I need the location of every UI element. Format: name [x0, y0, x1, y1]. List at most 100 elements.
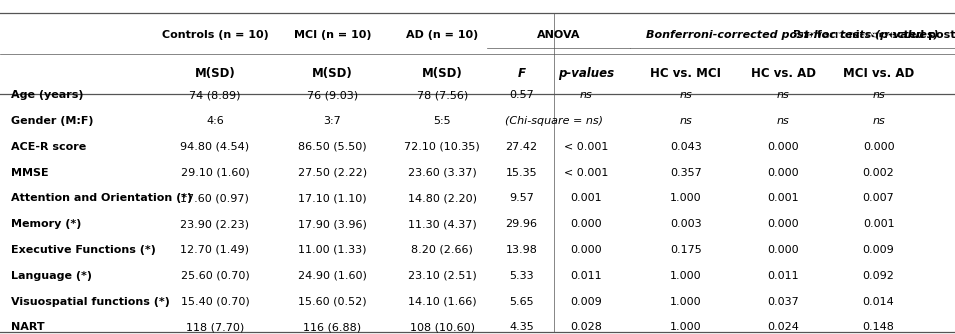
Text: 17.60 (0.97): 17.60 (0.97)	[180, 193, 249, 203]
Text: Bonferroni-corrected post-hoc tests (: Bonferroni-corrected post-hoc tests (	[793, 30, 955, 40]
Text: 29.96: 29.96	[505, 219, 538, 229]
Text: M(SD): M(SD)	[422, 67, 462, 80]
Text: MMSE: MMSE	[11, 168, 49, 178]
Text: M(SD): M(SD)	[195, 67, 235, 80]
Text: MCI vs. AD: MCI vs. AD	[843, 67, 914, 80]
Text: 15.60 (0.52): 15.60 (0.52)	[298, 297, 367, 307]
Text: 0.092: 0.092	[862, 271, 895, 281]
Text: 1.000: 1.000	[669, 322, 702, 332]
Text: NART: NART	[11, 322, 45, 332]
Text: 116 (6.88): 116 (6.88)	[304, 322, 361, 332]
Text: 78 (7.56): 78 (7.56)	[416, 90, 468, 100]
Text: 0.357: 0.357	[669, 168, 702, 178]
Text: AD (n = 10): AD (n = 10)	[406, 30, 478, 40]
Text: 23.90 (2.23): 23.90 (2.23)	[180, 219, 249, 229]
Text: ns: ns	[679, 90, 692, 100]
Text: Controls (n = 10): Controls (n = 10)	[161, 30, 268, 40]
Text: 8.20 (2.66): 8.20 (2.66)	[412, 245, 473, 255]
Text: 1.000: 1.000	[669, 297, 702, 307]
Text: 0.000: 0.000	[767, 168, 799, 178]
Text: 23.60 (3.37): 23.60 (3.37)	[408, 168, 477, 178]
Text: 0.000: 0.000	[767, 245, 799, 255]
Text: Age (years): Age (years)	[11, 90, 84, 100]
Text: 15.40 (0.70): 15.40 (0.70)	[180, 297, 249, 307]
Text: 0.024: 0.024	[767, 322, 799, 332]
Text: 74 (8.89): 74 (8.89)	[189, 90, 241, 100]
Text: 0.001: 0.001	[862, 219, 895, 229]
Text: 0.009: 0.009	[862, 245, 895, 255]
Text: 0.011: 0.011	[767, 271, 799, 281]
Text: 27.42: 27.42	[505, 142, 538, 152]
Text: 17.10 (1.10): 17.10 (1.10)	[298, 193, 367, 203]
Text: 29.10 (1.60): 29.10 (1.60)	[180, 168, 249, 178]
Text: Language (*): Language (*)	[11, 271, 93, 281]
Text: HC vs. AD: HC vs. AD	[751, 67, 816, 80]
Text: < 0.001: < 0.001	[564, 168, 608, 178]
Text: 0.009: 0.009	[570, 297, 603, 307]
Text: Gender (M:F): Gender (M:F)	[11, 116, 94, 126]
Text: Bonferroni-corrected post-hoc tests (​: Bonferroni-corrected post-hoc tests (​	[690, 30, 895, 40]
Text: ACE-R score: ACE-R score	[11, 142, 87, 152]
Text: 3:7: 3:7	[324, 116, 341, 126]
Text: 108 (10.60): 108 (10.60)	[410, 322, 475, 332]
Text: ns: ns	[872, 116, 885, 126]
Text: ns: ns	[776, 116, 790, 126]
Text: 0.037: 0.037	[767, 297, 799, 307]
Text: 5.33: 5.33	[509, 271, 534, 281]
Text: 0.011: 0.011	[570, 271, 603, 281]
Text: p-values: p-values	[559, 67, 614, 80]
Text: 0.000: 0.000	[767, 142, 799, 152]
Text: 72.10 (10.35): 72.10 (10.35)	[404, 142, 480, 152]
Text: 5:5: 5:5	[434, 116, 451, 126]
Text: Visuospatial functions (*): Visuospatial functions (*)	[11, 297, 170, 307]
Text: ns: ns	[679, 116, 692, 126]
Text: 15.35: 15.35	[505, 168, 538, 178]
Text: ns: ns	[580, 90, 593, 100]
Text: 0.148: 0.148	[862, 322, 895, 332]
Text: 14.80 (2.20): 14.80 (2.20)	[408, 193, 477, 203]
Text: 86.50 (5.50): 86.50 (5.50)	[298, 142, 367, 152]
Text: 0.000: 0.000	[570, 219, 603, 229]
Text: 1.000: 1.000	[669, 271, 702, 281]
Text: 0.003: 0.003	[669, 219, 702, 229]
Text: < 0.001: < 0.001	[564, 142, 608, 152]
Text: (Chi-square = ns): (Chi-square = ns)	[505, 116, 603, 126]
Text: 0.57: 0.57	[509, 90, 534, 100]
Text: 11.30 (4.37): 11.30 (4.37)	[408, 219, 477, 229]
Text: 0.175: 0.175	[669, 245, 702, 255]
Text: Memory (*): Memory (*)	[11, 219, 82, 229]
Text: Attention and Orientation (*): Attention and Orientation (*)	[11, 193, 193, 203]
Text: 0.001: 0.001	[570, 193, 603, 203]
Text: 17.90 (3.96): 17.90 (3.96)	[298, 219, 367, 229]
Text: 4.35: 4.35	[509, 322, 534, 332]
Text: ns: ns	[872, 90, 885, 100]
Text: 0.014: 0.014	[862, 297, 895, 307]
Text: Executive Functions (*): Executive Functions (*)	[11, 245, 157, 255]
Text: HC vs. MCI: HC vs. MCI	[650, 67, 721, 80]
Text: 12.70 (1.49): 12.70 (1.49)	[180, 245, 249, 255]
Text: 0.000: 0.000	[570, 245, 603, 255]
Text: 23.10 (2.51): 23.10 (2.51)	[408, 271, 477, 281]
Text: ANOVA: ANOVA	[537, 30, 581, 40]
Text: M(SD): M(SD)	[312, 67, 352, 80]
Text: 1.000: 1.000	[669, 193, 702, 203]
Text: Bonferroni-corrected post-hoc tests (p-values): Bonferroni-corrected post-hoc tests (p-v…	[647, 30, 939, 40]
Text: 0.028: 0.028	[570, 322, 603, 332]
Text: 4:6: 4:6	[206, 116, 223, 126]
Text: 0.007: 0.007	[862, 193, 895, 203]
Text: 24.90 (1.60): 24.90 (1.60)	[298, 271, 367, 281]
Text: 9.57: 9.57	[509, 193, 534, 203]
Text: 13.98: 13.98	[505, 245, 538, 255]
Text: 27.50 (2.22): 27.50 (2.22)	[298, 168, 367, 178]
Text: 11.00 (1.33): 11.00 (1.33)	[298, 245, 367, 255]
Text: 5.65: 5.65	[509, 297, 534, 307]
Text: ns: ns	[776, 90, 790, 100]
Text: 0.000: 0.000	[862, 142, 895, 152]
Text: 0.001: 0.001	[767, 193, 799, 203]
Text: 0.000: 0.000	[767, 219, 799, 229]
Text: 0.002: 0.002	[862, 168, 895, 178]
Text: 76 (9.03): 76 (9.03)	[307, 90, 358, 100]
Text: 0.043: 0.043	[669, 142, 702, 152]
Text: 94.80 (4.54): 94.80 (4.54)	[180, 142, 249, 152]
Text: 14.10 (1.66): 14.10 (1.66)	[408, 297, 477, 307]
